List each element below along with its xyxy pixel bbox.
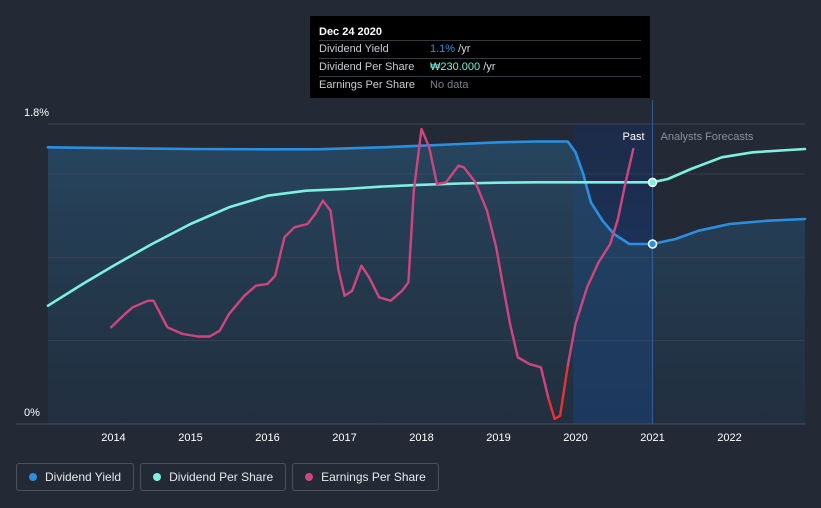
tooltip-dps-value: ₩230.000 [430,61,481,73]
legend-dot-dividend-yield [29,473,37,481]
tooltip-date: Dec 24 2020 [319,26,382,38]
series-line-dividend-yield [46,140,807,246]
legend-item-dividend-per-share[interactable]: Dividend Per Share [140,463,287,491]
tooltip-yield-value: 1.1% [430,43,456,55]
x-tick-label: 2018 [409,432,433,444]
marker-dividend-per-share [647,177,658,188]
y-tick-label-bottom: 0% [24,407,40,419]
legend-item-earnings-per-share[interactable]: Earnings Per Share [292,463,439,491]
dividend-yield-area [48,141,805,424]
y-tick-label-top: 1.8% [24,107,49,119]
series-line-earnings-per-share [566,147,635,367]
tooltip-label: Dividend Yield [319,43,389,55]
legend-dot-dividend-per-share [153,473,162,481]
x-tick-label: 2017 [332,432,356,444]
tooltip-row-earnings-per-share: Earnings Per Share No data [319,76,641,94]
x-tick-label: 2021 [640,432,664,444]
tooltip-label: Earnings Per Share [319,79,415,91]
tooltip-label: Dividend Per Share [319,61,415,73]
tooltip-value: 1.1% /yr [430,41,470,58]
forecast-label: Analysts Forecasts [661,131,754,143]
legend-label: Dividend Yield [45,470,122,484]
tooltip-unit: /yr [455,43,471,55]
tooltip-eps-value: No data [430,79,469,91]
x-tick-label: 2016 [255,432,279,444]
chart-area: 1.8% 0% 2014 2015 2016 2017 2018 2019 2020 2021 20… [16,100,807,444]
tooltip-row-dividend-yield: Dividend Yield 1.1% /yr [319,40,641,58]
tooltip-unit: /yr [480,61,496,73]
x-tick-label: 2022 [717,432,741,444]
marker-dividend-yield [647,239,658,249]
series-line-earnings-per-share [547,364,569,421]
series-line-earnings-per-share [109,127,550,401]
tooltip: Dec 24 2020 Dividend Yield 1.1% /yr Divi… [310,16,650,98]
past-label: Past [623,131,645,143]
x-tick-label: 2019 [486,432,510,444]
legend-dot-earnings-per-share [305,473,314,481]
x-tick-label: 2014 [101,432,125,444]
legend-label: Earnings Per Share [321,470,426,484]
x-tick-label: 2020 [563,432,587,444]
x-tick-label: 2015 [178,432,202,444]
tooltip-value: ₩230.000 /yr [430,59,495,76]
tooltip-row-dividend-per-share: Dividend Per Share ₩230.000 /yr [319,58,641,76]
legend-item-dividend-yield[interactable]: Dividend Yield [16,463,135,491]
legend: Dividend Yield Dividend Per Share Earnin… [16,463,439,491]
legend-label: Dividend Per Share [169,470,274,484]
